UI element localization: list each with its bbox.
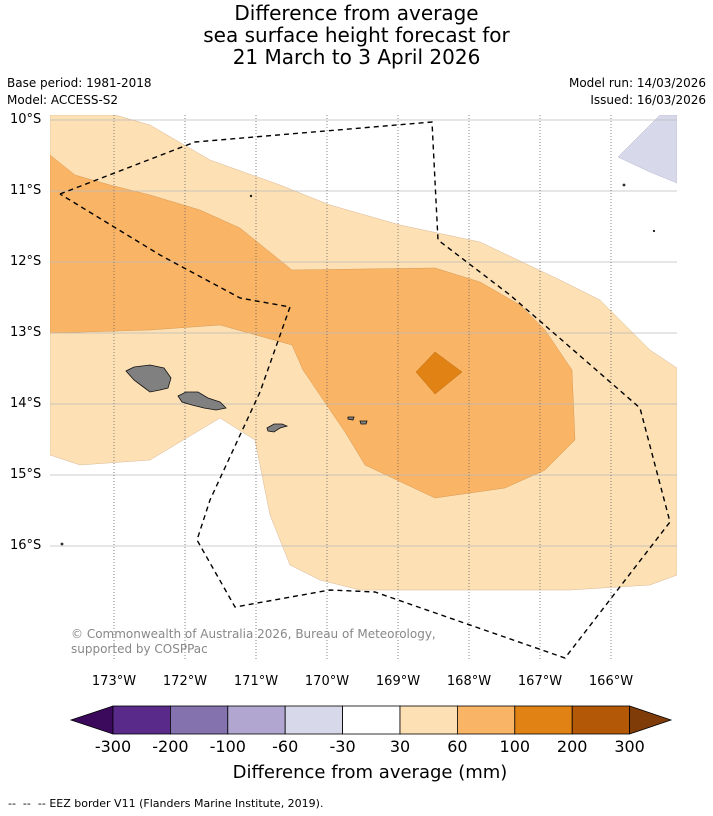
contour-100-200 — [415, 351, 463, 395]
model-label: Model: ACCESS-S2 — [7, 93, 119, 107]
lat-label-10s: 10°S — [10, 112, 42, 127]
colorbar-tick: -30 — [329, 737, 356, 756]
colorbar-segment — [112, 705, 171, 735]
lat-label-16s: 16°S — [10, 538, 42, 553]
island-manua-2 — [359, 420, 368, 425]
title-line-3: 21 March to 3 April 2026 — [232, 45, 481, 69]
colorbar-tick: 200 — [556, 737, 588, 756]
colorbar-segment — [169, 705, 229, 735]
colorbar-segment — [514, 705, 573, 735]
model-run-label: Model run: 14/03/2026 — [568, 76, 706, 90]
colorbar-extend-low — [69, 705, 114, 735]
lon-label-173w: 173°W — [91, 674, 137, 689]
lat-label-14s: 14°S — [10, 396, 42, 411]
lat-label-12s: 12°S — [10, 254, 42, 269]
colorbar-tick: 30 — [389, 737, 411, 756]
lat-gridlines — [50, 119, 677, 547]
title-line-1: Difference from average — [234, 1, 479, 25]
lon-label-167w: 167°W — [517, 674, 563, 689]
eez-border-samoa — [59, 121, 671, 659]
lon-label-168w: 168°W — [446, 674, 492, 689]
island-savaii — [125, 364, 172, 393]
lon-label-169w: 169°W — [375, 674, 421, 689]
colorbar-tick: 300 — [614, 737, 645, 756]
colorbar-segment — [342, 705, 401, 735]
lon-label-172w: 172°W — [162, 674, 208, 689]
lat-label-15s: 15°S — [10, 467, 42, 482]
colorbar-tick: 60 — [447, 737, 468, 756]
colorbar-segment — [284, 705, 344, 735]
lon-label-166w: 166°W — [588, 674, 634, 689]
islands — [60, 183, 656, 546]
colorbar — [69, 705, 673, 735]
colorbar-tick: -200 — [152, 737, 189, 756]
contour-60-100 — [50, 154, 576, 499]
contour-neg-30-60 — [617, 115, 677, 184]
island-speck-1 — [249, 194, 253, 198]
lat-label-13s: 13°S — [10, 325, 42, 340]
map-area — [50, 115, 677, 660]
colorbar-tick: -100 — [209, 737, 246, 756]
island-speck-2 — [622, 183, 626, 187]
lon-label-171w: 171°W — [233, 674, 279, 689]
colorbar-segment — [456, 705, 516, 735]
title-line-2: sea surface height forecast for — [203, 23, 510, 47]
island-upolu — [177, 391, 227, 411]
dashed-line-icon: -- -- -- — [8, 797, 50, 810]
eez-legend-label: EEZ border V11 (Flanders Marine Institut… — [49, 797, 324, 810]
lat-label-11s: 11°S — [10, 183, 42, 198]
copyright-notice: © Commonwealth of Australia 2026, Bureau… — [71, 627, 436, 656]
eez-borders — [59, 121, 671, 659]
base-period-label: Base period: 1981-2018 — [7, 76, 152, 90]
colorbar-segment — [227, 705, 286, 735]
colorbar-segment — [571, 705, 631, 735]
colorbar-tick: 100 — [499, 737, 531, 756]
island-speck-3 — [652, 229, 656, 233]
lon-gridlines — [113, 115, 612, 660]
issued-label: Issued: 16/03/2026 — [590, 93, 706, 107]
colorbar-extend-high — [629, 705, 673, 735]
eez-legend: -- -- -- EEZ border V11 (Flanders Marine… — [8, 797, 323, 810]
island-tutuila — [266, 423, 289, 433]
colorbar-tick: -300 — [94, 737, 132, 756]
island-speck-4 — [60, 542, 64, 546]
colorbar-title: Difference from average (mm) — [232, 762, 508, 783]
island-manua-1 — [347, 416, 355, 421]
lon-label-170w: 170°W — [304, 674, 350, 689]
colorbar-tick: -60 — [272, 737, 299, 756]
colorbar-segment — [399, 705, 458, 735]
